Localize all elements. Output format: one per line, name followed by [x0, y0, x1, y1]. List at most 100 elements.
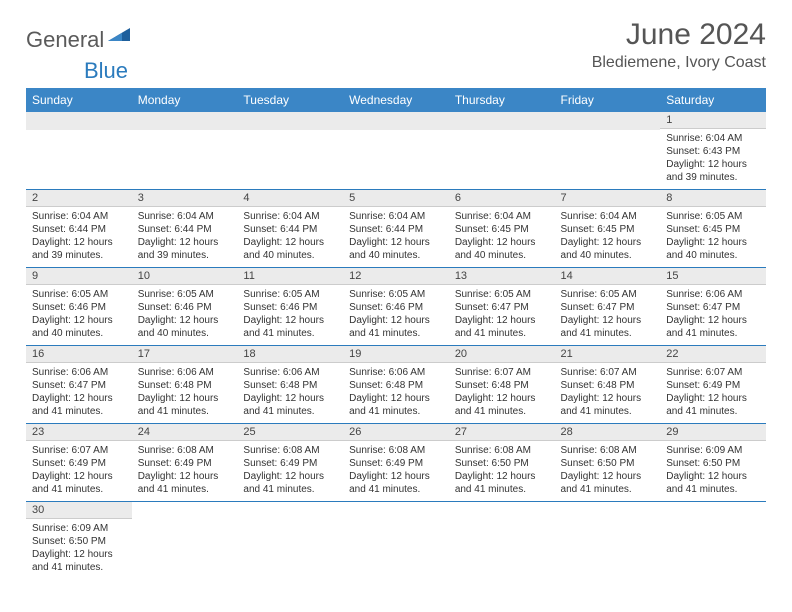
day-details: Sunrise: 6:06 AMSunset: 6:47 PMDaylight:… — [26, 363, 132, 423]
logo-text-blue: Blue — [84, 58, 766, 84]
sunrise-text: Sunrise: 6:07 AM — [32, 444, 126, 457]
day-number: 23 — [26, 424, 132, 441]
daylight-text: Daylight: 12 hours and 39 minutes. — [666, 158, 760, 184]
calendar-cell — [343, 502, 449, 580]
sunset-text: Sunset: 6:47 PM — [455, 301, 549, 314]
sunset-text: Sunset: 6:45 PM — [561, 223, 655, 236]
daylight-text: Daylight: 12 hours and 40 minutes. — [243, 236, 337, 262]
sunrise-text: Sunrise: 6:08 AM — [349, 444, 443, 457]
day-header: Tuesday — [237, 88, 343, 112]
calendar-cell: 17Sunrise: 6:06 AMSunset: 6:48 PMDayligh… — [132, 346, 238, 424]
day-header: Wednesday — [343, 88, 449, 112]
day-number: 7 — [555, 190, 661, 207]
calendar-cell — [660, 502, 766, 580]
day-details: Sunrise: 6:05 AMSunset: 6:46 PMDaylight:… — [343, 285, 449, 345]
sunrise-text: Sunrise: 6:06 AM — [349, 366, 443, 379]
sunset-text: Sunset: 6:45 PM — [666, 223, 760, 236]
calendar-cell: 20Sunrise: 6:07 AMSunset: 6:48 PMDayligh… — [449, 346, 555, 424]
sunset-text: Sunset: 6:49 PM — [32, 457, 126, 470]
day-number: 9 — [26, 268, 132, 285]
sunrise-text: Sunrise: 6:06 AM — [138, 366, 232, 379]
day-details: Sunrise: 6:08 AMSunset: 6:49 PMDaylight:… — [237, 441, 343, 501]
calendar-week: 16Sunrise: 6:06 AMSunset: 6:47 PMDayligh… — [26, 346, 766, 424]
sunset-text: Sunset: 6:45 PM — [455, 223, 549, 236]
empty-cell — [449, 112, 555, 130]
daylight-text: Daylight: 12 hours and 41 minutes. — [349, 392, 443, 418]
sunrise-text: Sunrise: 6:08 AM — [243, 444, 337, 457]
sunrise-text: Sunrise: 6:06 AM — [32, 366, 126, 379]
sunrise-text: Sunrise: 6:06 AM — [243, 366, 337, 379]
day-details: Sunrise: 6:05 AMSunset: 6:47 PMDaylight:… — [555, 285, 661, 345]
sunrise-text: Sunrise: 6:07 AM — [561, 366, 655, 379]
logo-text-general: General — [26, 27, 104, 53]
sunrise-text: Sunrise: 6:09 AM — [32, 522, 126, 535]
calendar-cell: 26Sunrise: 6:08 AMSunset: 6:49 PMDayligh… — [343, 424, 449, 502]
day-number: 10 — [132, 268, 238, 285]
calendar-cell: 15Sunrise: 6:06 AMSunset: 6:47 PMDayligh… — [660, 268, 766, 346]
sunrise-text: Sunrise: 6:05 AM — [32, 288, 126, 301]
sunrise-text: Sunrise: 6:04 AM — [138, 210, 232, 223]
sunrise-text: Sunrise: 6:05 AM — [243, 288, 337, 301]
day-details: Sunrise: 6:05 AMSunset: 6:46 PMDaylight:… — [237, 285, 343, 345]
calendar-cell — [555, 112, 661, 190]
calendar-cell: 1Sunrise: 6:04 AMSunset: 6:43 PMDaylight… — [660, 112, 766, 190]
sunset-text: Sunset: 6:47 PM — [666, 301, 760, 314]
calendar-cell: 22Sunrise: 6:07 AMSunset: 6:49 PMDayligh… — [660, 346, 766, 424]
daylight-text: Daylight: 12 hours and 41 minutes. — [455, 392, 549, 418]
day-header: Monday — [132, 88, 238, 112]
calendar-cell — [237, 502, 343, 580]
calendar-cell: 16Sunrise: 6:06 AMSunset: 6:47 PMDayligh… — [26, 346, 132, 424]
day-header: Saturday — [660, 88, 766, 112]
sunrise-text: Sunrise: 6:05 AM — [561, 288, 655, 301]
day-details: Sunrise: 6:08 AMSunset: 6:49 PMDaylight:… — [343, 441, 449, 501]
day-number: 30 — [26, 502, 132, 519]
calendar-cell: 19Sunrise: 6:06 AMSunset: 6:48 PMDayligh… — [343, 346, 449, 424]
calendar-cell: 11Sunrise: 6:05 AMSunset: 6:46 PMDayligh… — [237, 268, 343, 346]
day-number: 5 — [343, 190, 449, 207]
day-details: Sunrise: 6:04 AMSunset: 6:44 PMDaylight:… — [26, 207, 132, 267]
day-number: 25 — [237, 424, 343, 441]
daylight-text: Daylight: 12 hours and 41 minutes. — [243, 314, 337, 340]
day-number: 22 — [660, 346, 766, 363]
daylight-text: Daylight: 12 hours and 41 minutes. — [349, 470, 443, 496]
calendar-cell: 4Sunrise: 6:04 AMSunset: 6:44 PMDaylight… — [237, 190, 343, 268]
sunset-text: Sunset: 6:47 PM — [561, 301, 655, 314]
day-details: Sunrise: 6:05 AMSunset: 6:45 PMDaylight:… — [660, 207, 766, 267]
sunrise-text: Sunrise: 6:04 AM — [349, 210, 443, 223]
sunset-text: Sunset: 6:49 PM — [138, 457, 232, 470]
day-details: Sunrise: 6:05 AMSunset: 6:46 PMDaylight:… — [26, 285, 132, 345]
daylight-text: Daylight: 12 hours and 41 minutes. — [32, 470, 126, 496]
day-number: 18 — [237, 346, 343, 363]
sunset-text: Sunset: 6:46 PM — [32, 301, 126, 314]
day-number: 6 — [449, 190, 555, 207]
sunrise-text: Sunrise: 6:08 AM — [455, 444, 549, 457]
calendar-cell — [132, 502, 238, 580]
calendar-cell: 25Sunrise: 6:08 AMSunset: 6:49 PMDayligh… — [237, 424, 343, 502]
day-details: Sunrise: 6:05 AMSunset: 6:46 PMDaylight:… — [132, 285, 238, 345]
day-number: 24 — [132, 424, 238, 441]
sunset-text: Sunset: 6:44 PM — [349, 223, 443, 236]
calendar-cell: 21Sunrise: 6:07 AMSunset: 6:48 PMDayligh… — [555, 346, 661, 424]
sunrise-text: Sunrise: 6:04 AM — [666, 132, 760, 145]
sunset-text: Sunset: 6:47 PM — [32, 379, 126, 392]
daylight-text: Daylight: 12 hours and 40 minutes. — [138, 314, 232, 340]
empty-cell — [26, 112, 132, 130]
calendar-cell: 24Sunrise: 6:08 AMSunset: 6:49 PMDayligh… — [132, 424, 238, 502]
daylight-text: Daylight: 12 hours and 40 minutes. — [561, 236, 655, 262]
sunset-text: Sunset: 6:46 PM — [243, 301, 337, 314]
day-details: Sunrise: 6:08 AMSunset: 6:50 PMDaylight:… — [555, 441, 661, 501]
daylight-text: Daylight: 12 hours and 40 minutes. — [666, 236, 760, 262]
day-number: 17 — [132, 346, 238, 363]
calendar-week: 23Sunrise: 6:07 AMSunset: 6:49 PMDayligh… — [26, 424, 766, 502]
day-number: 16 — [26, 346, 132, 363]
day-number: 15 — [660, 268, 766, 285]
calendar-cell — [237, 112, 343, 190]
calendar-cell: 12Sunrise: 6:05 AMSunset: 6:46 PMDayligh… — [343, 268, 449, 346]
daylight-text: Daylight: 12 hours and 41 minutes. — [561, 392, 655, 418]
sunrise-text: Sunrise: 6:05 AM — [138, 288, 232, 301]
daylight-text: Daylight: 12 hours and 40 minutes. — [455, 236, 549, 262]
calendar-cell: 27Sunrise: 6:08 AMSunset: 6:50 PMDayligh… — [449, 424, 555, 502]
day-details: Sunrise: 6:08 AMSunset: 6:49 PMDaylight:… — [132, 441, 238, 501]
sunset-text: Sunset: 6:50 PM — [561, 457, 655, 470]
flag-icon — [108, 24, 130, 50]
